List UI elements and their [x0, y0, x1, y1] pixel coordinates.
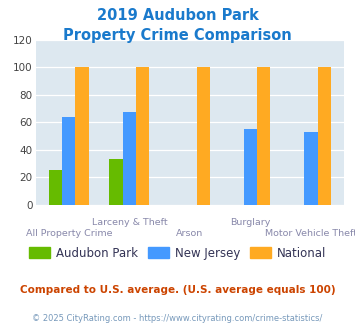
- Bar: [244, 129, 257, 205]
- Bar: [123, 113, 136, 205]
- Text: Motor Vehicle Theft: Motor Vehicle Theft: [265, 229, 355, 238]
- Text: Burglary: Burglary: [230, 218, 271, 227]
- Text: Compared to U.S. average. (U.S. average equals 100): Compared to U.S. average. (U.S. average …: [20, 285, 335, 295]
- Bar: [257, 67, 271, 205]
- Bar: [197, 67, 210, 205]
- Bar: [62, 116, 76, 205]
- Bar: [76, 67, 89, 205]
- Text: Arson: Arson: [176, 229, 203, 238]
- Text: 2019 Audubon Park: 2019 Audubon Park: [97, 8, 258, 23]
- Bar: [318, 67, 331, 205]
- Text: Property Crime Comparison: Property Crime Comparison: [63, 28, 292, 43]
- Bar: [136, 67, 149, 205]
- Bar: [109, 159, 123, 205]
- Bar: [49, 170, 62, 205]
- Text: Larceny & Theft: Larceny & Theft: [92, 218, 167, 227]
- Text: All Property Crime: All Property Crime: [26, 229, 112, 238]
- Text: © 2025 CityRating.com - https://www.cityrating.com/crime-statistics/: © 2025 CityRating.com - https://www.city…: [32, 314, 323, 323]
- Legend: Audubon Park, New Jersey, National: Audubon Park, New Jersey, National: [24, 242, 331, 264]
- Bar: [304, 132, 318, 205]
